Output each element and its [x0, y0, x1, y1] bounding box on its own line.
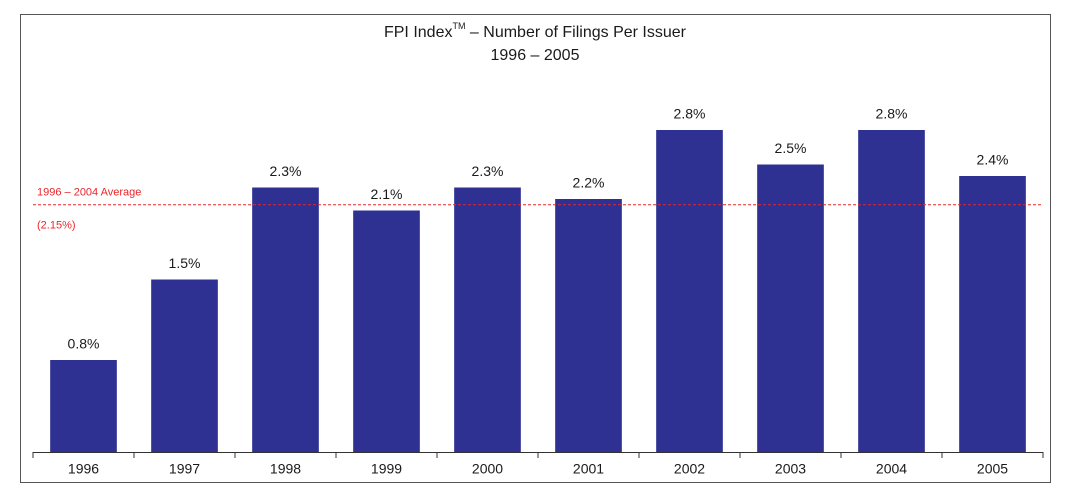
data-label: 2.4% — [977, 152, 1009, 168]
x-tick-label: 2000 — [472, 461, 503, 477]
data-label: 2.3% — [472, 163, 504, 179]
data-label: 2.5% — [775, 140, 807, 156]
data-label: 1.5% — [169, 255, 201, 271]
bar — [252, 187, 319, 452]
x-tick-label: 1997 — [169, 461, 200, 477]
data-label: 2.3% — [270, 163, 302, 179]
data-label: 0.8% — [68, 336, 100, 352]
data-label: 2.2% — [573, 175, 605, 191]
average-value-label: (2.15%) — [37, 220, 76, 232]
bar — [858, 130, 925, 452]
chart-subtitle: 1996 – 2005 — [491, 47, 580, 64]
title-superscript: TM — [452, 21, 465, 31]
chart-title: FPI IndexTM – Number of Filings Per Issu… — [384, 21, 687, 41]
x-tick-label: 2002 — [674, 461, 705, 477]
bar — [353, 210, 420, 452]
bar — [151, 279, 218, 452]
x-tick-label: 2004 — [876, 461, 907, 477]
x-tick-label: 2001 — [573, 461, 604, 477]
average-label: 1996 – 2004 Average — [37, 187, 141, 199]
x-tick-label: 2003 — [775, 461, 806, 477]
data-label: 2.8% — [674, 106, 706, 122]
data-label: 2.1% — [371, 186, 403, 202]
x-tick-label: 1996 — [68, 461, 99, 477]
x-tick-label: 1998 — [270, 461, 301, 477]
bar — [555, 199, 622, 452]
title-suffix: – Number of Filings Per Issuer — [465, 24, 686, 41]
bar — [454, 187, 521, 452]
data-label: 2.8% — [876, 106, 908, 122]
bar — [757, 164, 824, 452]
x-tick-label: 1999 — [371, 461, 402, 477]
bar — [656, 130, 723, 452]
bar — [959, 176, 1026, 452]
bar — [50, 360, 117, 452]
title-main: FPI Index — [384, 24, 452, 41]
x-tick-label: 2005 — [977, 461, 1008, 477]
